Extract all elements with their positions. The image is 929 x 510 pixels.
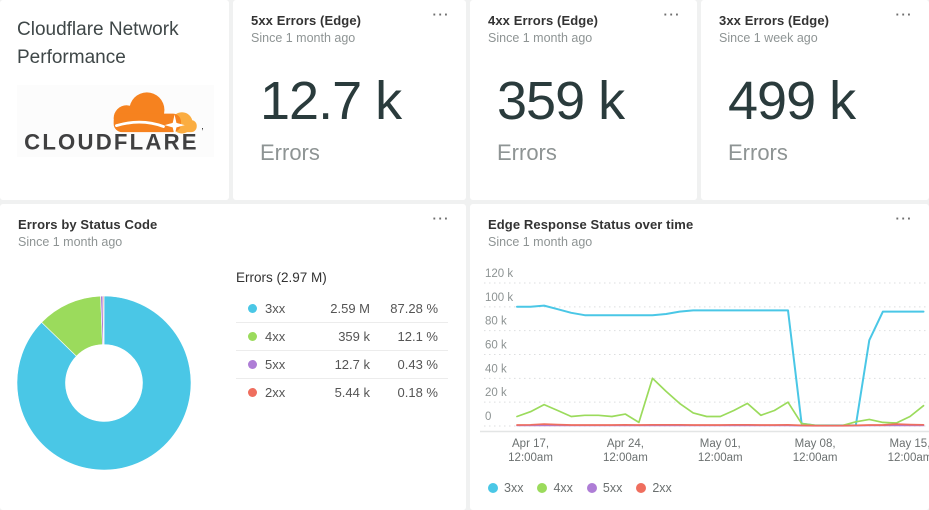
series-percent: 0.18 % — [397, 385, 438, 400]
legend-label: 3xx — [504, 481, 524, 495]
card-title: 5xx Errors (Edge) — [251, 13, 362, 28]
card-menu-ellipsis-icon[interactable]: ··· — [895, 7, 913, 22]
card-title: 4xx Errors (Edge) — [488, 13, 599, 28]
series-line-4xx — [516, 377, 925, 427]
series-percent: 0.43 % — [397, 357, 438, 372]
kpi-value: 12.7 k — [260, 71, 402, 131]
line-card-edge-response-status: 120 k 100 k 80 k 60 k 40 k 20 k 0 Apr 17, 12:00a… — [470, 204, 929, 510]
legend-label: 5xx — [602, 481, 623, 495]
y-axis-tick-label: 20 k — [485, 387, 507, 399]
kpi-value: 499 k — [728, 71, 856, 131]
kpi-body: 499 k Errors — [728, 71, 856, 166]
series-color-dot-icon — [248, 332, 257, 341]
x-axis-tick-label: Apr 24, 12:00am — [603, 438, 648, 464]
pie-legend-row-5xx: 5xx 12.7 k 0.43 % — [236, 350, 448, 378]
series-percent: 12.1 % — [397, 329, 438, 344]
y-axis-tick-label: 80 k — [485, 316, 507, 328]
legend-item-4xx[interactable]: 4xx — [537, 481, 573, 495]
x-axis-tick-label: May 15, 12:00am — [888, 438, 929, 464]
series-color-dot-icon — [248, 360, 257, 369]
card-timeframe: Since 1 week ago — [719, 31, 818, 45]
series-color-dot-icon — [248, 388, 257, 397]
dashboard-title: Cloudflare Network Performance — [17, 19, 179, 68]
pie-card-errors-by-status: Errors by Status Code Since 1 month ago … — [0, 204, 466, 510]
kpi-value: 359 k — [497, 71, 625, 131]
x-axis-tick-label: May 08, 12:00am — [793, 438, 838, 464]
kpi-card-4xx-errors: 4xx Errors (Edge) Since 1 month ago ··· … — [470, 0, 697, 200]
series-value: 359 k — [338, 329, 370, 344]
line-chart-legend: 3xx 4xx 5xx 2xx — [488, 481, 672, 495]
line-chart: 120 k 100 k 80 k 60 k 40 k 20 k 0 Apr 17, 12:00a… — [480, 268, 929, 464]
series-color-dot-icon — [636, 483, 647, 493]
card-menu-ellipsis-icon[interactable]: ··· — [432, 211, 450, 226]
y-axis-tick-label: 60 k — [485, 340, 507, 352]
card-header: 4xx Errors (Edge) Since 1 month ago ··· — [470, 0, 697, 45]
series-color-dot-icon — [488, 483, 498, 493]
series-color-dot-icon — [586, 483, 597, 493]
card-timeframe: Since 1 month ago — [18, 235, 123, 249]
pie-legend-title: Errors (2.97 M) — [236, 270, 327, 285]
card-header: 3xx Errors (Edge) Since 1 week ago ··· — [701, 0, 929, 45]
cloud-icon — [113, 92, 197, 136]
kpi-card-5xx-errors: 5xx Errors (Edge) Since 1 month ago ··· … — [233, 0, 466, 200]
x-axis-tick-label: Apr 17, 12:00am — [508, 438, 553, 464]
logo-trademark: ’ — [201, 127, 203, 138]
pie-legend-table: Errors (2.97 M) 3xx 2.59 M 87.28 % 4xx 359 k… — [236, 270, 448, 406]
kpi-unit-label: Errors — [497, 140, 557, 165]
series-name: 4xx — [265, 329, 286, 344]
card-header: Edge Response Status over time Since 1 m… — [470, 204, 929, 249]
card-header: Errors by Status Code Since 1 month ago … — [0, 204, 466, 249]
pie-legend-row-3xx: 3xx 2.59 M 87.28 % — [236, 294, 448, 322]
x-axis-tick-label: May 01, 12:00am — [698, 438, 743, 464]
y-axis-tick-label: 120 k — [485, 268, 513, 280]
series-name: 5xx — [265, 357, 286, 372]
donut-slice-2xx — [102, 295, 105, 345]
info-card: Cloudflare Network Performance CLOUDFLAR… — [0, 0, 229, 200]
sparkle-icon — [164, 114, 185, 136]
kpi-body: 359 k Errors — [497, 71, 625, 166]
donut-chart — [16, 295, 192, 471]
legend-label: 4xx — [553, 481, 573, 495]
pie-legend-row-2xx: 2xx 5.44 k 0.18 % — [236, 378, 448, 406]
card-menu-ellipsis-icon[interactable]: ··· — [432, 7, 450, 22]
y-axis-tick-label: 40 k — [485, 363, 507, 375]
series-value: 5.44 k — [334, 385, 370, 400]
series-value: 12.7 k — [334, 357, 370, 372]
y-axis-tick-label: 100 k — [485, 292, 513, 304]
series-name: 2xx — [265, 385, 286, 400]
cloudflare-wordmark: CLOUDFLARE — [24, 130, 199, 155]
kpi-unit-label: Errors — [728, 140, 788, 165]
series-color-dot-icon — [537, 483, 548, 493]
kpi-card-3xx-errors: 3xx Errors (Edge) Since 1 week ago ··· 4… — [701, 0, 929, 200]
card-menu-ellipsis-icon[interactable]: ··· — [663, 7, 681, 22]
kpi-unit-label: Errors — [260, 140, 320, 165]
card-timeframe: Since 1 month ago — [488, 235, 593, 249]
series-percent: 87.28 % — [390, 300, 438, 316]
card-title: Errors by Status Code — [18, 217, 158, 232]
series-value: 2.59 M — [330, 300, 370, 316]
cloudflare-logo-image: CLOUDFLARE ’ — [24, 92, 204, 155]
donut-slice-3xx — [16, 295, 192, 471]
series-color-dot-icon — [248, 303, 257, 313]
series-name: 3xx — [265, 300, 286, 316]
pie-legend-row-4xx: 4xx 359 k 12.1 % — [236, 322, 448, 350]
card-title: Edge Response Status over time — [488, 217, 694, 232]
series-line-2xx — [516, 423, 925, 427]
series-line-3xx — [516, 304, 925, 427]
cloudflare-logo: CLOUDFLARE ’ — [17, 85, 214, 157]
kpi-body: 12.7 k Errors — [260, 71, 402, 166]
card-header: 5xx Errors (Edge) Since 1 month ago ··· — [233, 0, 466, 45]
legend-label: 2xx — [652, 481, 672, 495]
legend-item-3xx[interactable]: 3xx — [488, 481, 523, 495]
legend-item-2xx[interactable]: 2xx — [636, 481, 672, 495]
y-axis-tick-label: 0 — [485, 411, 491, 423]
card-timeframe: Since 1 month ago — [488, 31, 593, 45]
card-timeframe: Since 1 month ago — [251, 31, 356, 45]
legend-item-5xx[interactable]: 5xx — [586, 481, 623, 495]
card-menu-ellipsis-icon[interactable]: ··· — [895, 211, 913, 226]
pie-legend-rows: 3xx 2.59 M 87.28 % 4xx 359 k 12.1 % 5xx 12.7 k 0… — [236, 294, 448, 406]
card-title: 3xx Errors (Edge) — [719, 13, 830, 28]
